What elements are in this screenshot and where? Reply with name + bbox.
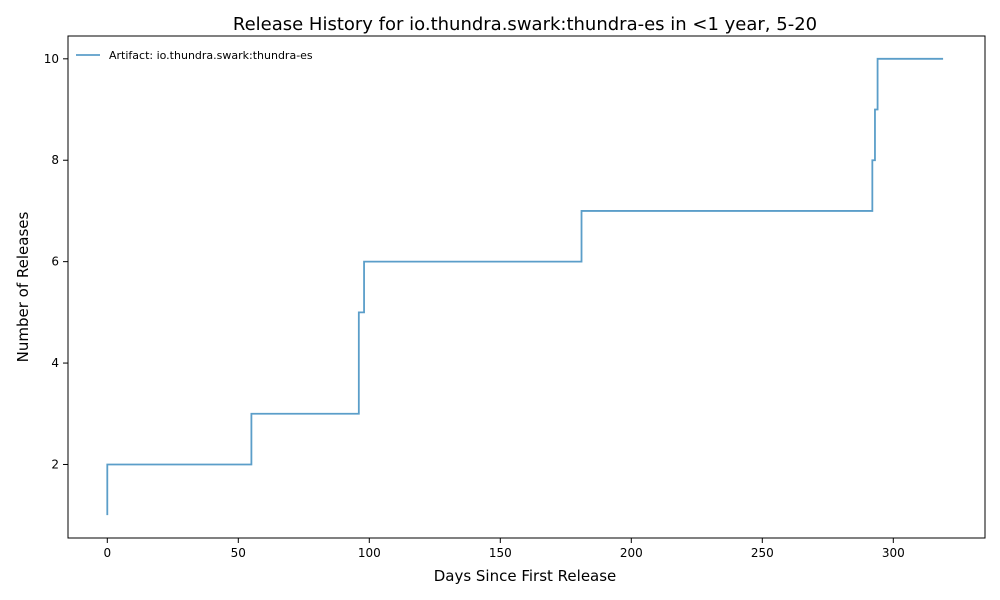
chart-title: Release History for io.thundra.swark:thu… [233,14,817,35]
y-tick-label: 10 [44,52,59,66]
y-tick-label: 2 [51,457,59,471]
x-axis: 0 50 100 150 200 250 300 [103,538,905,560]
x-tick-label: 300 [882,546,905,560]
x-tick-label: 200 [620,546,643,560]
plot-area [106,57,944,516]
legend-label: Artifact: io.thundra.swark:thundra-es [109,49,313,62]
release-step-line [106,57,944,516]
x-tick-label: 100 [358,546,381,560]
y-axis: 2 4 6 8 10 [44,52,68,471]
x-tick-label: 50 [231,546,246,560]
y-axis-label: Number of Releases [14,211,32,362]
axes-frame [67,35,986,539]
x-tick-label: 250 [751,546,774,560]
x-tick-label: 0 [103,546,111,560]
x-axis-label: Days Since First Release [434,567,617,585]
y-tick-label: 4 [51,356,59,370]
x-tick-label: 150 [489,546,512,560]
y-tick-label: 6 [51,255,59,269]
y-tick-label: 8 [51,153,59,167]
legend: Artifact: io.thundra.swark:thundra-es [76,49,313,62]
